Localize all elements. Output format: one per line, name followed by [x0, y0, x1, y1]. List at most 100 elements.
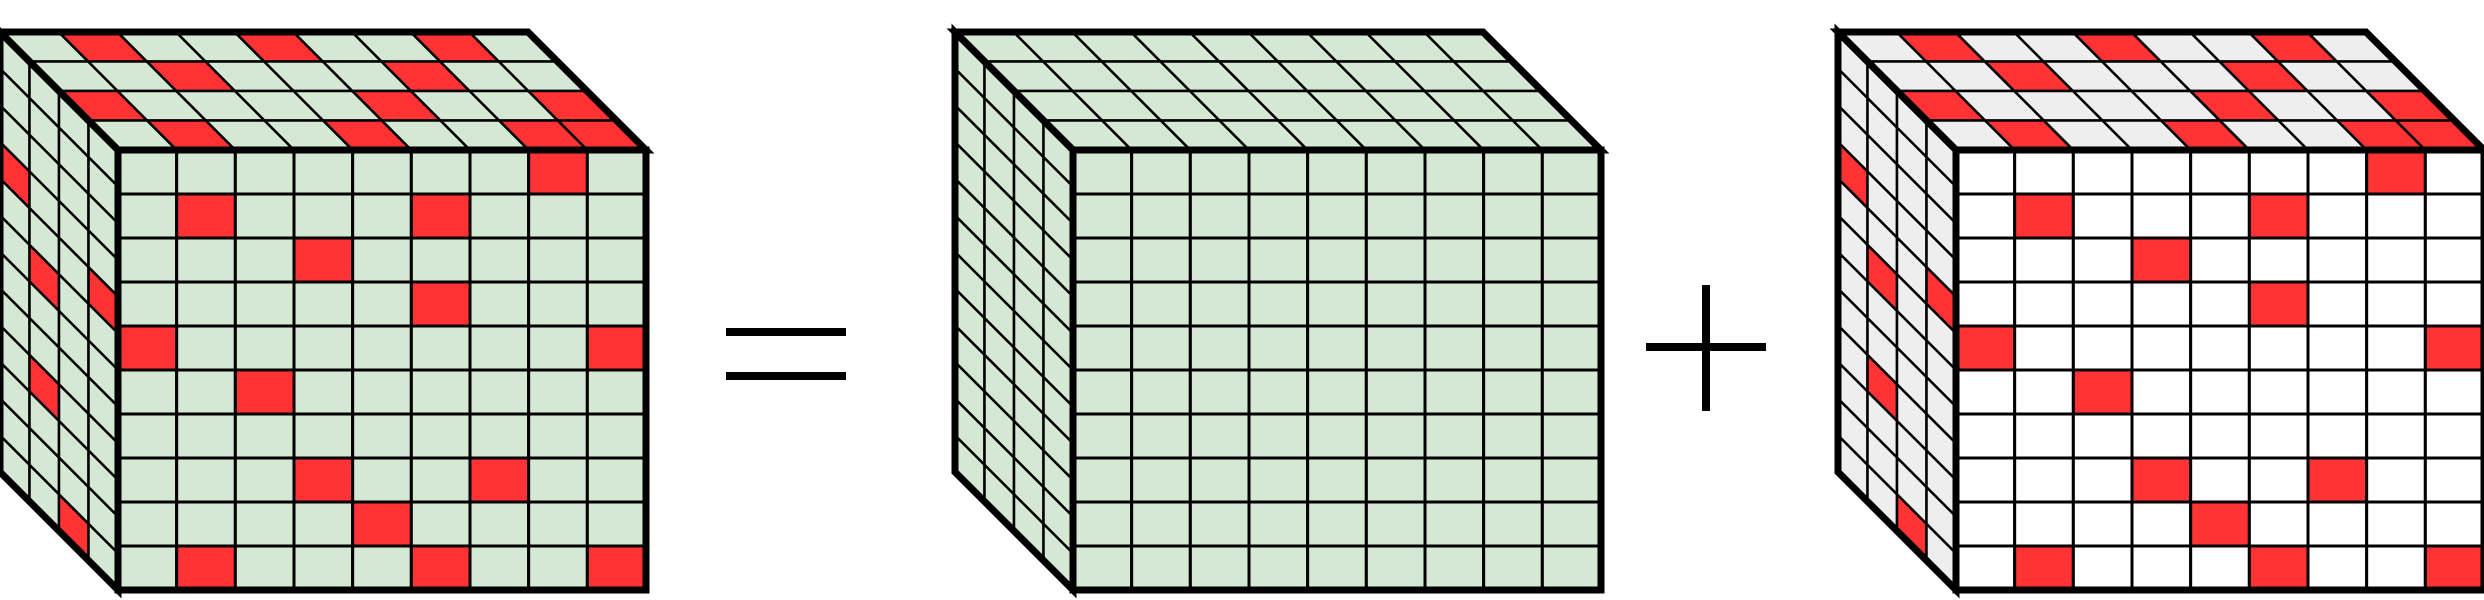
- front-cell: [1423, 500, 1486, 548]
- front-cell: [1247, 544, 1310, 592]
- front-cell: [175, 324, 237, 372]
- front-cell: [2013, 456, 2075, 504]
- front-cell: [292, 280, 355, 328]
- front-cell: [292, 500, 355, 548]
- sparse-tensor-cube: [1829, 23, 2484, 599]
- front-cell: [2189, 412, 2251, 460]
- front-cell: [233, 280, 296, 328]
- front-cell: [2130, 500, 2193, 548]
- front-cell: [1071, 500, 1134, 548]
- front-cell: [1540, 544, 1603, 592]
- front-cell: [1071, 544, 1134, 592]
- front-cell: [351, 456, 413, 504]
- front-cell: [1130, 544, 1192, 592]
- plus-sign: [1646, 285, 1766, 411]
- front-cell: [2365, 500, 2427, 548]
- front-highlight-cell: [2130, 236, 2193, 284]
- front-cell: [2306, 192, 2369, 240]
- front-cell: [2306, 280, 2369, 328]
- front-cell: [1130, 500, 1192, 548]
- front-highlight-cell: [351, 500, 413, 548]
- front-cell: [2365, 236, 2427, 284]
- front-highlight-cell: [175, 544, 237, 592]
- front-cell: [1306, 148, 1368, 196]
- front-cell: [351, 148, 413, 196]
- front-cell: [1188, 412, 1251, 460]
- front-cell: [527, 500, 589, 548]
- front-highlight-cell: [2189, 500, 2251, 548]
- front-cell: [527, 412, 589, 460]
- front-cell: [1306, 456, 1368, 504]
- front-cell: [409, 412, 472, 460]
- front-cell: [1423, 192, 1486, 240]
- front-cell: [2130, 280, 2193, 328]
- front-highlight-cell: [585, 544, 648, 592]
- front-cell: [2189, 148, 2251, 196]
- front-highlight-cell: [1954, 324, 2017, 372]
- front-cell: [233, 456, 296, 504]
- front-cell: [1954, 412, 2017, 460]
- front-cell: [1954, 368, 2017, 416]
- front-cell: [233, 192, 296, 240]
- front-highlight-cell: [468, 456, 531, 504]
- front-cell: [1540, 148, 1603, 196]
- front-cell: [2071, 412, 2134, 460]
- combined-tensor-cube: [0, 27, 655, 599]
- front-cell: [1130, 280, 1192, 328]
- front-cell: [1364, 500, 1427, 548]
- front-cell: [2013, 148, 2075, 196]
- front-cell: [2306, 500, 2369, 548]
- front-cell: [1247, 500, 1310, 548]
- front-cell: [2423, 368, 2484, 416]
- front-cell: [1071, 148, 1134, 196]
- front-cell: [1482, 412, 1544, 460]
- front-highlight-cell: [2013, 192, 2075, 240]
- front-cell: [351, 192, 413, 240]
- front-cell: [1306, 280, 1368, 328]
- front-cell: [2130, 412, 2193, 460]
- front-cell: [1188, 192, 1251, 240]
- front-cell: [1423, 280, 1486, 328]
- front-cell: [1540, 236, 1603, 284]
- front-cell: [1188, 148, 1251, 196]
- front-cell: [1482, 500, 1544, 548]
- front-cell: [2071, 456, 2134, 504]
- front-cell: [2365, 544, 2427, 592]
- front-cell: [2423, 500, 2484, 548]
- front-cell: [1482, 456, 1544, 504]
- front-cell: [2189, 236, 2251, 284]
- equals-bar-top: [726, 328, 846, 336]
- front-cell: [175, 236, 237, 284]
- front-cell: [2189, 544, 2251, 592]
- front-cell: [116, 544, 179, 592]
- front-cell: [1130, 368, 1192, 416]
- front-cell: [1364, 368, 1427, 416]
- front-cell: [2071, 236, 2134, 284]
- front-cell: [409, 368, 472, 416]
- front-highlight-cell: [2071, 368, 2134, 416]
- front-cell: [2247, 368, 2310, 416]
- front-cell: [527, 368, 589, 416]
- front-cell: [1188, 280, 1251, 328]
- front-cell: [2247, 412, 2310, 460]
- front-cell: [1306, 192, 1368, 240]
- front-cell: [2423, 236, 2484, 284]
- front-cell: [468, 500, 531, 548]
- front-cell: [351, 280, 413, 328]
- cube-outline: [951, 23, 1077, 599]
- front-cell: [292, 324, 355, 372]
- front-cell: [2306, 544, 2369, 592]
- front-cell: [1188, 456, 1251, 504]
- front-cell: [1071, 324, 1134, 372]
- front-cell: [1188, 368, 1251, 416]
- front-cell: [2130, 324, 2193, 372]
- front-cell: [2423, 412, 2484, 460]
- front-cell: [409, 324, 472, 372]
- front-cell: [2013, 236, 2075, 284]
- front-cell: [1188, 324, 1251, 372]
- front-cell: [468, 280, 531, 328]
- front-cell: [1071, 192, 1134, 240]
- front-cell: [1954, 148, 2017, 196]
